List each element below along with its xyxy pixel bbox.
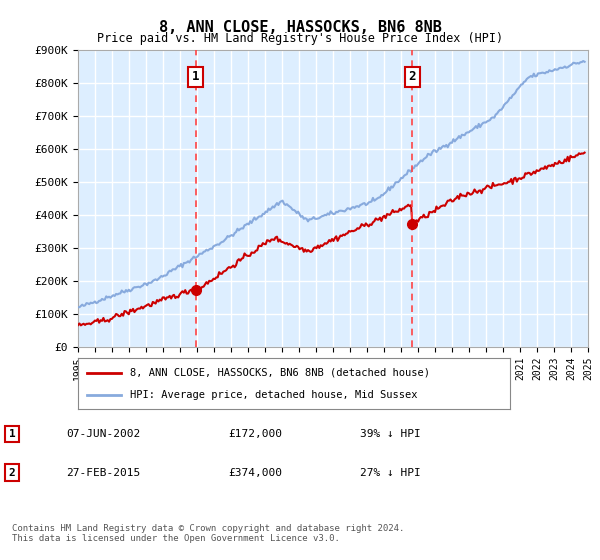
Text: Price paid vs. HM Land Registry's House Price Index (HPI): Price paid vs. HM Land Registry's House … bbox=[97, 32, 503, 45]
Text: 1: 1 bbox=[192, 71, 200, 83]
Text: 39% ↓ HPI: 39% ↓ HPI bbox=[360, 429, 421, 439]
Text: Contains HM Land Registry data © Crown copyright and database right 2024.
This d: Contains HM Land Registry data © Crown c… bbox=[12, 524, 404, 543]
Text: 2: 2 bbox=[8, 468, 16, 478]
Text: 27% ↓ HPI: 27% ↓ HPI bbox=[360, 468, 421, 478]
Text: 8, ANN CLOSE, HASSOCKS, BN6 8NB: 8, ANN CLOSE, HASSOCKS, BN6 8NB bbox=[158, 20, 442, 35]
Text: 8, ANN CLOSE, HASSOCKS, BN6 8NB (detached house): 8, ANN CLOSE, HASSOCKS, BN6 8NB (detache… bbox=[130, 367, 430, 377]
Text: 1: 1 bbox=[8, 429, 16, 439]
Text: 07-JUN-2002: 07-JUN-2002 bbox=[66, 429, 140, 439]
Text: £374,000: £374,000 bbox=[228, 468, 282, 478]
Text: £172,000: £172,000 bbox=[228, 429, 282, 439]
Text: HPI: Average price, detached house, Mid Sussex: HPI: Average price, detached house, Mid … bbox=[130, 390, 418, 400]
Text: 2: 2 bbox=[409, 71, 416, 83]
Text: 27-FEB-2015: 27-FEB-2015 bbox=[66, 468, 140, 478]
